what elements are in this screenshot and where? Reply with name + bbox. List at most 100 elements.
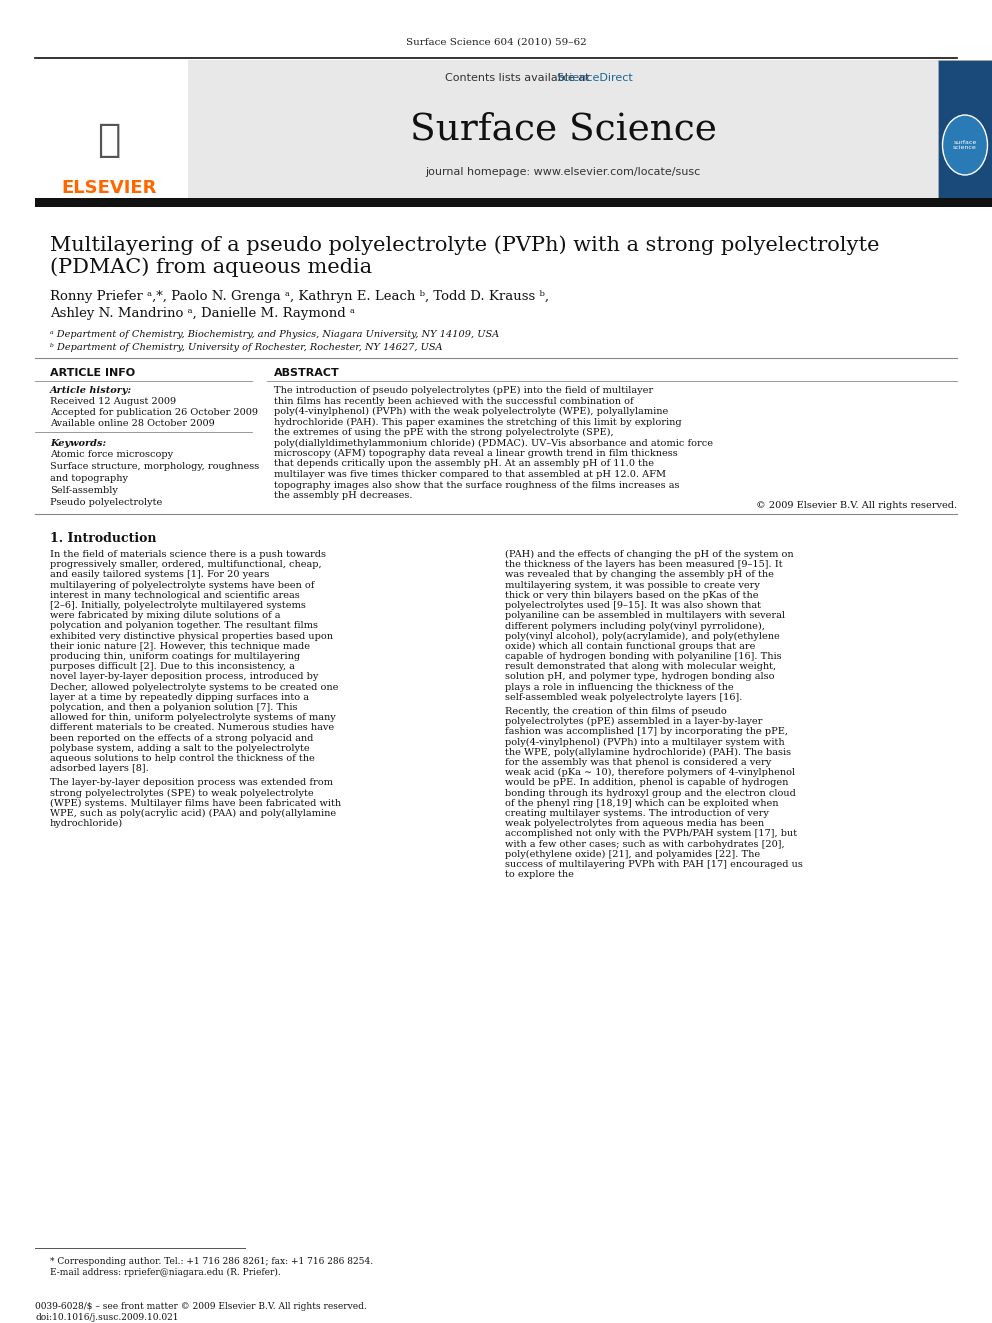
Text: their ionic nature [2]. However, this technique made: their ionic nature [2]. However, this te… bbox=[50, 642, 310, 651]
Text: oxide) which all contain functional groups that are: oxide) which all contain functional grou… bbox=[505, 642, 755, 651]
Text: Surface Science: Surface Science bbox=[410, 112, 716, 148]
Text: WPE, such as poly(acrylic acid) (PAA) and poly(allylamine: WPE, such as poly(acrylic acid) (PAA) an… bbox=[50, 808, 336, 818]
Text: poly(diallyldimethylammonium chloride) (PDMAC). UV–Vis absorbance and atomic for: poly(diallyldimethylammonium chloride) (… bbox=[274, 438, 713, 447]
Bar bbox=[938, 60, 992, 200]
Text: multilayering system, it was possible to create very: multilayering system, it was possible to… bbox=[505, 581, 760, 590]
Text: multilayering of polyelectrolyte systems have been of: multilayering of polyelectrolyte systems… bbox=[50, 581, 314, 590]
Text: topography images also show that the surface roughness of the films increases as: topography images also show that the sur… bbox=[274, 480, 680, 490]
Text: 🌳: 🌳 bbox=[97, 120, 121, 159]
Text: layer at a time by repeatedly dipping surfaces into a: layer at a time by repeatedly dipping su… bbox=[50, 693, 309, 701]
Text: with a few other cases; such as with carbohydrates [20],: with a few other cases; such as with car… bbox=[505, 840, 785, 848]
Text: self-assembled weak polyelectrolyte layers [16].: self-assembled weak polyelectrolyte laye… bbox=[505, 693, 742, 701]
Text: [2–6]. Initially, polyelectrolyte multilayered systems: [2–6]. Initially, polyelectrolyte multil… bbox=[50, 601, 306, 610]
Text: Received 12 August 2009: Received 12 August 2009 bbox=[50, 397, 177, 406]
Text: the extremes of using the pPE with the strong polyelectrolyte (SPE),: the extremes of using the pPE with the s… bbox=[274, 429, 614, 437]
Text: poly(4-vinylphenol) (PVPh) with the weak polyelectrolyte (WPE), polyallylamine: poly(4-vinylphenol) (PVPh) with the weak… bbox=[274, 407, 669, 417]
Text: (WPE) systems. Multilayer films have been fabricated with: (WPE) systems. Multilayer films have bee… bbox=[50, 799, 341, 808]
Text: thick or very thin bilayers based on the pKas of the: thick or very thin bilayers based on the… bbox=[505, 591, 759, 599]
Text: different materials to be created. Numerous studies have: different materials to be created. Numer… bbox=[50, 724, 334, 733]
Text: ᵇ Department of Chemistry, University of Rochester, Rochester, NY 14627, USA: ᵇ Department of Chemistry, University of… bbox=[50, 343, 442, 352]
Text: adsorbed layers [8].: adsorbed layers [8]. bbox=[50, 765, 149, 773]
Text: novel layer-by-layer deposition process, introduced by: novel layer-by-layer deposition process,… bbox=[50, 672, 318, 681]
Text: strong polyelectrolytes (SPE) to weak polyelectrolyte: strong polyelectrolytes (SPE) to weak po… bbox=[50, 789, 313, 798]
Bar bbox=[35, 60, 183, 185]
Text: © 2009 Elsevier B.V. All rights reserved.: © 2009 Elsevier B.V. All rights reserved… bbox=[756, 501, 957, 511]
Text: Surface Science 604 (2010) 59–62: Surface Science 604 (2010) 59–62 bbox=[406, 37, 586, 46]
Text: The introduction of pseudo polyelectrolytes (pPE) into the field of multilayer: The introduction of pseudo polyelectroly… bbox=[274, 386, 653, 396]
Text: and easily tailored systems [1]. For 20 years: and easily tailored systems [1]. For 20 … bbox=[50, 570, 270, 579]
Text: 1. Introduction: 1. Introduction bbox=[50, 532, 157, 545]
Text: Surface structure, morphology, roughness: Surface structure, morphology, roughness bbox=[50, 462, 259, 471]
Ellipse shape bbox=[942, 115, 987, 175]
Text: polybase system, adding a salt to the polyelectrolyte: polybase system, adding a salt to the po… bbox=[50, 744, 310, 753]
Text: accomplished not only with the PVPh/PAH system [17], but: accomplished not only with the PVPh/PAH … bbox=[505, 830, 798, 839]
Text: Decher, allowed polyelectrolyte systems to be created one: Decher, allowed polyelectrolyte systems … bbox=[50, 683, 338, 692]
Text: Pseudo polyelectrolyte: Pseudo polyelectrolyte bbox=[50, 497, 163, 507]
Text: ScienceDirect: ScienceDirect bbox=[556, 73, 633, 83]
Text: Available online 28 October 2009: Available online 28 October 2009 bbox=[50, 419, 214, 429]
Text: to explore the: to explore the bbox=[505, 871, 574, 880]
Text: the assembly pH decreases.: the assembly pH decreases. bbox=[274, 491, 413, 500]
Text: different polymers including poly(vinyl pyrrolidone),: different polymers including poly(vinyl … bbox=[505, 622, 765, 631]
Text: interest in many technological and scientific areas: interest in many technological and scien… bbox=[50, 591, 300, 599]
Text: (PDMAC) from aqueous media: (PDMAC) from aqueous media bbox=[50, 257, 372, 277]
Text: ABSTRACT: ABSTRACT bbox=[274, 368, 339, 378]
Text: polyelectrolytes (pPE) assembled in a layer-by-layer: polyelectrolytes (pPE) assembled in a la… bbox=[505, 717, 763, 726]
Text: multilayer was five times thicker compared to that assembled at pH 12.0. AFM: multilayer was five times thicker compar… bbox=[274, 470, 666, 479]
Text: was revealed that by changing the assembly pH of the: was revealed that by changing the assemb… bbox=[505, 570, 774, 579]
Text: that depends critically upon the assembly pH. At an assembly pH of 11.0 the: that depends critically upon the assembl… bbox=[274, 459, 654, 468]
Text: surface
science: surface science bbox=[953, 140, 977, 151]
Text: Atomic force microscopy: Atomic force microscopy bbox=[50, 450, 174, 459]
Text: success of multilayering PVPh with PAH [17] encouraged us: success of multilayering PVPh with PAH [… bbox=[505, 860, 803, 869]
Text: progressively smaller, ordered, multifunctional, cheap,: progressively smaller, ordered, multifun… bbox=[50, 560, 321, 569]
Text: creating multilayer systems. The introduction of very: creating multilayer systems. The introdu… bbox=[505, 808, 769, 818]
Text: thin films has recently been achieved with the successful combination of: thin films has recently been achieved wi… bbox=[274, 397, 634, 406]
Text: (PAH) and the effects of changing the pH of the system on: (PAH) and the effects of changing the pH… bbox=[505, 550, 794, 560]
Text: Accepted for publication 26 October 2009: Accepted for publication 26 October 2009 bbox=[50, 407, 258, 417]
Bar bbox=[188, 60, 938, 200]
Text: weak acid (pKa ∼ 10), therefore polymers of 4-vinylphenol: weak acid (pKa ∼ 10), therefore polymers… bbox=[505, 769, 796, 778]
Text: were fabricated by mixing dilute solutions of a: were fabricated by mixing dilute solutio… bbox=[50, 611, 281, 620]
Text: In the field of materials science there is a push towards: In the field of materials science there … bbox=[50, 550, 326, 560]
Text: Article history:: Article history: bbox=[50, 386, 132, 396]
Text: journal homepage: www.elsevier.com/locate/susc: journal homepage: www.elsevier.com/locat… bbox=[426, 167, 700, 177]
Text: and topography: and topography bbox=[50, 474, 128, 483]
Text: polyelectrolytes used [9–15]. It was also shown that: polyelectrolytes used [9–15]. It was als… bbox=[505, 601, 761, 610]
Text: microscopy (AFM) topography data reveal a linear growth trend in film thickness: microscopy (AFM) topography data reveal … bbox=[274, 448, 678, 458]
Text: exhibited very distinctive physical properties based upon: exhibited very distinctive physical prop… bbox=[50, 631, 333, 640]
Text: Keywords:: Keywords: bbox=[50, 439, 106, 448]
Text: plays a role in influencing the thickness of the: plays a role in influencing the thicknes… bbox=[505, 683, 734, 692]
Text: bonding through its hydroxyl group and the electron cloud: bonding through its hydroxyl group and t… bbox=[505, 789, 796, 798]
Text: Multilayering of a pseudo polyelectrolyte (PVPh) with a strong polyelectrolyte: Multilayering of a pseudo polyelectrolyt… bbox=[50, 235, 880, 254]
Text: Ashley N. Mandrino ᵃ, Danielle M. Raymond ᵃ: Ashley N. Mandrino ᵃ, Danielle M. Raymon… bbox=[50, 307, 355, 320]
Text: The layer-by-layer deposition process was extended from: The layer-by-layer deposition process wa… bbox=[50, 778, 333, 787]
Bar bbox=[35, 198, 992, 206]
Text: hydrochloride (PAH). This paper examines the stretching of this limit by explori: hydrochloride (PAH). This paper examines… bbox=[274, 418, 682, 426]
Text: E-mail address: rpriefer@niagara.edu (R. Priefer).: E-mail address: rpriefer@niagara.edu (R.… bbox=[50, 1267, 281, 1277]
Text: doi:10.1016/j.susc.2009.10.021: doi:10.1016/j.susc.2009.10.021 bbox=[35, 1312, 179, 1322]
Text: capable of hydrogen bonding with polyaniline [16]. This: capable of hydrogen bonding with polyani… bbox=[505, 652, 782, 662]
Text: ᵃ Department of Chemistry, Biochemistry, and Physics, Niagara University, NY 141: ᵃ Department of Chemistry, Biochemistry,… bbox=[50, 329, 499, 339]
Text: purposes difficult [2]. Due to this inconsistency, a: purposes difficult [2]. Due to this inco… bbox=[50, 663, 295, 671]
Text: poly(4-vinylphenol) (PVPh) into a multilayer system with: poly(4-vinylphenol) (PVPh) into a multil… bbox=[505, 738, 785, 746]
Text: fashion was accomplished [17] by incorporating the pPE,: fashion was accomplished [17] by incorpo… bbox=[505, 728, 788, 737]
Text: Recently, the creation of thin films of pseudo: Recently, the creation of thin films of … bbox=[505, 706, 727, 716]
Text: ELSEVIER: ELSEVIER bbox=[62, 179, 157, 197]
Text: the WPE, poly(allylamine hydrochloride) (PAH). The basis: the WPE, poly(allylamine hydrochloride) … bbox=[505, 747, 792, 757]
Text: poly(ethylene oxide) [21], and polyamides [22]. The: poly(ethylene oxide) [21], and polyamide… bbox=[505, 849, 760, 859]
Text: aqueous solutions to help control the thickness of the: aqueous solutions to help control the th… bbox=[50, 754, 314, 763]
Text: 0039-6028/$ – see front matter © 2009 Elsevier B.V. All rights reserved.: 0039-6028/$ – see front matter © 2009 El… bbox=[35, 1302, 367, 1311]
Text: ARTICLE INFO: ARTICLE INFO bbox=[50, 368, 135, 378]
Text: allowed for thin, uniform polyelectrolyte systems of many: allowed for thin, uniform polyelectrolyt… bbox=[50, 713, 335, 722]
Text: polycation, and then a polyanion solution [7]. This: polycation, and then a polyanion solutio… bbox=[50, 703, 298, 712]
Text: of the phenyl ring [18,19] which can be exploited when: of the phenyl ring [18,19] which can be … bbox=[505, 799, 779, 808]
Text: the thickness of the layers has been measured [9–15]. It: the thickness of the layers has been mea… bbox=[505, 560, 783, 569]
Text: weak polyelectrolytes from aqueous media has been: weak polyelectrolytes from aqueous media… bbox=[505, 819, 764, 828]
Text: polyaniline can be assembled in multilayers with several: polyaniline can be assembled in multilay… bbox=[505, 611, 785, 620]
Text: result demonstrated that along with molecular weight,: result demonstrated that along with mole… bbox=[505, 663, 776, 671]
Text: been reported on the effects of a strong polyacid and: been reported on the effects of a strong… bbox=[50, 733, 313, 742]
Text: solution pH, and polymer type, hydrogen bonding also: solution pH, and polymer type, hydrogen … bbox=[505, 672, 775, 681]
Text: for the assembly was that phenol is considered a very: for the assembly was that phenol is cons… bbox=[505, 758, 771, 767]
Text: producing thin, uniform coatings for multilayering: producing thin, uniform coatings for mul… bbox=[50, 652, 301, 662]
Text: Self-assembly: Self-assembly bbox=[50, 486, 118, 495]
